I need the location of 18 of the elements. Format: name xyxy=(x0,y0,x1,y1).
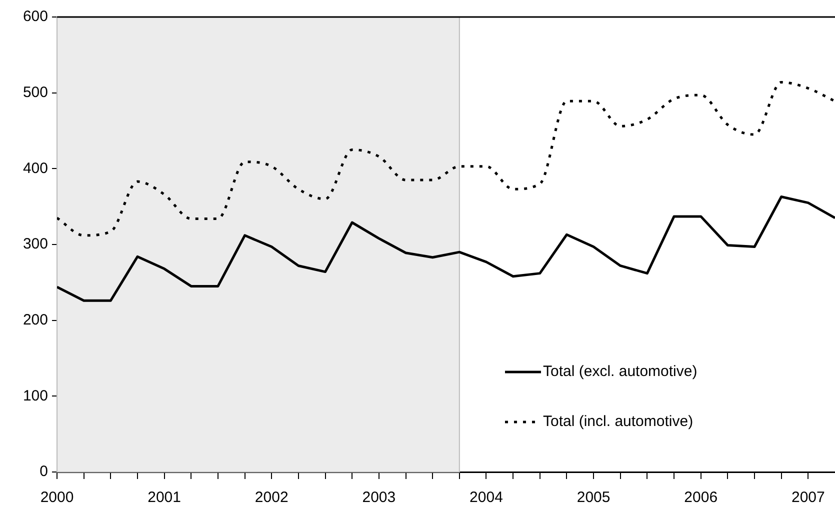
x-tick-label: 2007 xyxy=(791,489,825,506)
x-tick-label: 2006 xyxy=(684,489,718,506)
y-tick-label: 300 xyxy=(22,236,48,253)
x-tick-label: 2005 xyxy=(576,489,610,506)
y-tick-label: 500 xyxy=(22,84,48,101)
legend-label: Total (excl. automotive) xyxy=(543,363,698,380)
x-tick-label: 2003 xyxy=(362,489,396,506)
y-tick-label: 400 xyxy=(22,160,48,177)
x-tick-label: 2004 xyxy=(470,489,503,506)
y-tick-label: 100 xyxy=(22,387,48,404)
x-tick-label: 2001 xyxy=(148,489,181,506)
y-tick-label: 200 xyxy=(22,311,48,328)
y-tick-label: 600 xyxy=(22,8,48,26)
y-tick-label: 0 xyxy=(40,463,48,480)
legend-label: Total (incl. automotive) xyxy=(543,413,694,430)
line-series xyxy=(57,80,835,237)
x-tick-label: 2002 xyxy=(254,489,288,506)
x-tick-label: 2000 xyxy=(40,489,74,506)
